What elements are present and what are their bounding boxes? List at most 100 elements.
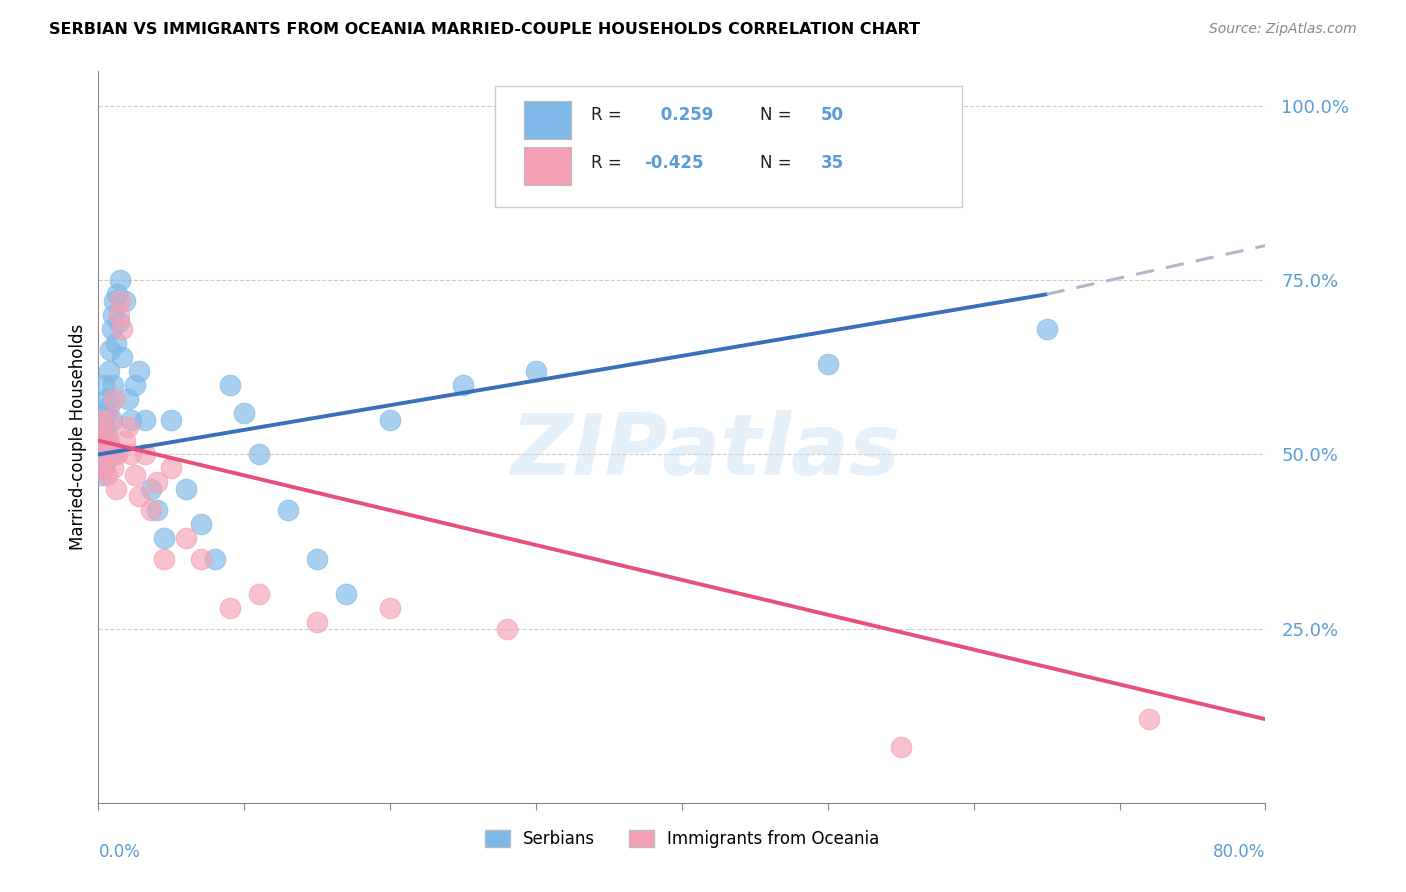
- Text: ZIPatlas: ZIPatlas: [510, 410, 900, 493]
- Point: [817, 357, 839, 371]
- Point: [105, 287, 128, 301]
- Point: [139, 503, 162, 517]
- Point: [93, 461, 115, 475]
- Point: [111, 322, 134, 336]
- Point: [134, 448, 156, 462]
- Point: [890, 740, 912, 755]
- Text: N =: N =: [761, 106, 797, 124]
- Text: 0.259: 0.259: [655, 106, 713, 124]
- Point: [496, 622, 519, 636]
- Point: [108, 308, 131, 322]
- Point: [96, 426, 118, 441]
- Point: [1035, 322, 1057, 336]
- Point: [104, 483, 127, 497]
- Point: [134, 412, 156, 426]
- Text: -0.425: -0.425: [644, 153, 704, 172]
- Point: [307, 552, 329, 566]
- Point: [117, 392, 139, 406]
- Point: [128, 364, 150, 378]
- Point: [91, 448, 114, 462]
- Point: [174, 483, 197, 497]
- Point: [124, 377, 146, 392]
- Point: [100, 412, 122, 426]
- Point: [97, 399, 120, 413]
- Point: [91, 412, 114, 426]
- Point: [91, 461, 114, 475]
- Point: [93, 419, 115, 434]
- Point: [120, 448, 142, 462]
- FancyBboxPatch shape: [495, 86, 962, 207]
- Point: [93, 377, 115, 392]
- Text: 0.0%: 0.0%: [98, 843, 141, 861]
- Point: [96, 392, 118, 406]
- Point: [111, 350, 134, 364]
- Point: [101, 377, 124, 392]
- Point: [160, 461, 183, 475]
- Point: [98, 441, 121, 455]
- FancyBboxPatch shape: [524, 146, 571, 185]
- FancyBboxPatch shape: [524, 101, 571, 138]
- Point: [233, 406, 256, 420]
- Point: [1137, 712, 1160, 726]
- Point: [101, 461, 124, 475]
- Point: [94, 426, 117, 441]
- Text: 80.0%: 80.0%: [1213, 843, 1265, 861]
- Point: [89, 448, 111, 462]
- Point: [98, 343, 121, 357]
- Y-axis label: Married-couple Households: Married-couple Households: [69, 324, 87, 550]
- Point: [160, 412, 183, 426]
- Point: [146, 475, 169, 490]
- Point: [110, 294, 132, 309]
- Point: [153, 552, 176, 566]
- Point: [218, 600, 240, 615]
- Text: R =: R =: [591, 106, 627, 124]
- Point: [117, 419, 139, 434]
- Point: [247, 587, 270, 601]
- Text: Source: ZipAtlas.com: Source: ZipAtlas.com: [1209, 22, 1357, 37]
- Point: [94, 454, 117, 468]
- Point: [247, 448, 270, 462]
- Point: [103, 448, 125, 462]
- Point: [98, 412, 121, 426]
- Point: [139, 483, 162, 497]
- Point: [110, 273, 132, 287]
- Point: [108, 315, 131, 329]
- Point: [114, 294, 136, 309]
- Point: [524, 364, 547, 378]
- Point: [103, 294, 125, 309]
- Point: [97, 364, 120, 378]
- Point: [451, 377, 474, 392]
- Point: [104, 336, 127, 351]
- Point: [97, 434, 120, 448]
- Text: N =: N =: [761, 153, 797, 172]
- Point: [146, 503, 169, 517]
- Point: [103, 392, 125, 406]
- Point: [153, 531, 176, 545]
- Point: [190, 552, 212, 566]
- Point: [174, 531, 197, 545]
- Point: [380, 600, 402, 615]
- Point: [100, 322, 122, 336]
- Point: [90, 412, 112, 426]
- Point: [90, 434, 112, 448]
- Point: [204, 552, 226, 566]
- Point: [380, 412, 402, 426]
- Text: R =: R =: [591, 153, 627, 172]
- Point: [114, 434, 136, 448]
- Text: 35: 35: [821, 153, 844, 172]
- Legend: Serbians, Immigrants from Oceania: Serbians, Immigrants from Oceania: [477, 822, 887, 856]
- Point: [218, 377, 240, 392]
- Point: [90, 468, 112, 483]
- Point: [335, 587, 357, 601]
- Point: [89, 434, 111, 448]
- Point: [100, 448, 122, 462]
- Point: [307, 615, 329, 629]
- Text: 50: 50: [821, 106, 844, 124]
- Point: [124, 468, 146, 483]
- Point: [105, 448, 128, 462]
- Point: [101, 308, 124, 322]
- Text: SERBIAN VS IMMIGRANTS FROM OCEANIA MARRIED-COUPLE HOUSEHOLDS CORRELATION CHART: SERBIAN VS IMMIGRANTS FROM OCEANIA MARRI…: [49, 22, 920, 37]
- Point: [190, 517, 212, 532]
- Point: [128, 489, 150, 503]
- Point: [96, 468, 118, 483]
